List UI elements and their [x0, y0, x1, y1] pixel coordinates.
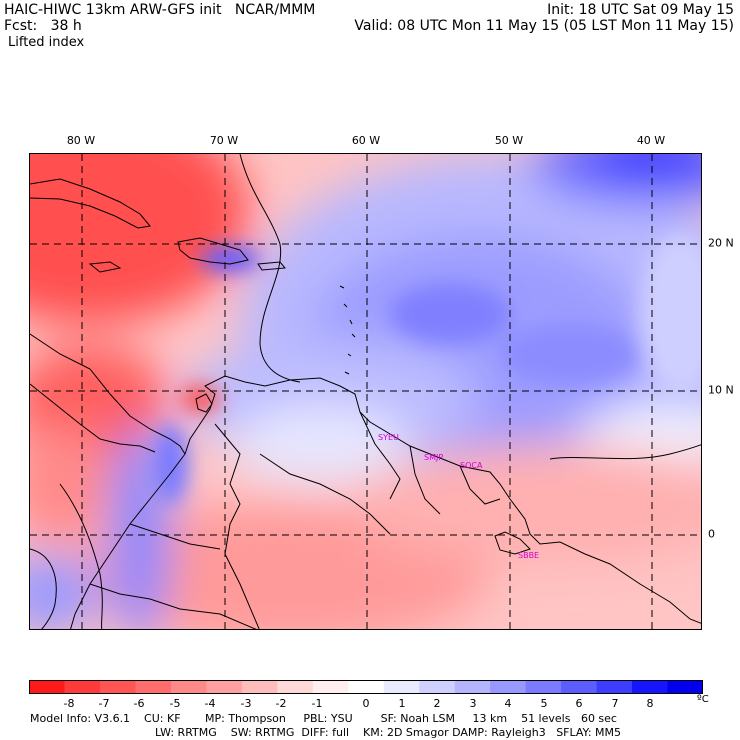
- legend-border: [29, 680, 703, 694]
- legend-swatch: [29, 680, 65, 694]
- legend-label: -5: [169, 697, 181, 710]
- legend-label: 4: [504, 697, 512, 710]
- station-syeu: SYEU: [378, 433, 399, 442]
- legend-swatch: [632, 680, 669, 694]
- field-detail: [152, 234, 701, 504]
- legend-swatch: [490, 680, 527, 694]
- legend-swatch: [241, 680, 278, 694]
- legend-label: 2: [433, 697, 441, 710]
- station-sbbe: SBBE: [518, 551, 539, 560]
- legend-swatch: [383, 680, 420, 694]
- legend-label: 3: [469, 697, 477, 710]
- lat-label-10n: 10 N: [708, 383, 734, 397]
- legend-label: -2: [275, 697, 287, 710]
- legend-label: 0: [362, 697, 370, 710]
- legend-swatch: [206, 680, 243, 694]
- legend-swatch: [525, 680, 562, 694]
- legend-label: 1: [398, 697, 406, 710]
- station-smjp: SMJP: [424, 453, 443, 462]
- lon-label-60w: 60 W: [351, 134, 381, 147]
- model-info-line2: LW: RRTMG SW: RRTMG DIFF: full KM: 2D Sm…: [155, 726, 621, 739]
- contour-zero: [30, 154, 701, 629]
- legend-label: 8: [646, 697, 654, 710]
- legend-label: 5: [540, 697, 548, 710]
- legend-swatch: [277, 680, 314, 694]
- legend-swatch: [312, 680, 349, 694]
- legend-label: 6: [575, 697, 583, 710]
- legend-swatch: [454, 680, 491, 694]
- legend-swatch: [561, 680, 598, 694]
- legend-label: 7: [611, 697, 619, 710]
- lifted-index-map: SYEU SMJP SOCA SBBE: [30, 154, 701, 629]
- legend-label: -3: [240, 697, 252, 710]
- legend-swatch: [667, 680, 703, 694]
- lon-label-50w: 50 W: [494, 134, 524, 147]
- init-time: Init: 18 UTC Sat 09 May 15: [547, 2, 734, 18]
- color-legend-bar: [29, 680, 703, 694]
- map-panel: SYEU SMJP SOCA SBBE: [29, 153, 702, 630]
- lat-label-0: 0: [708, 527, 715, 541]
- legend-label: -6: [133, 697, 145, 710]
- legend-swatch: [99, 680, 136, 694]
- legend-swatch: [135, 680, 172, 694]
- lon-label-40w: 40 W: [636, 134, 666, 147]
- legend-label: -8: [63, 697, 75, 710]
- coastlines: [30, 178, 701, 629]
- forecast-hour: Fcst: 38 h: [4, 18, 82, 34]
- legend-unit: ºC: [697, 694, 709, 705]
- station-labels: SYEU SMJP SOCA SBBE: [378, 433, 539, 560]
- legend-swatch: [64, 680, 101, 694]
- legend-label: -1: [311, 697, 323, 710]
- legend-label: -7: [98, 697, 110, 710]
- legend-swatch: [348, 680, 385, 694]
- legend-swatch: [419, 680, 456, 694]
- plot-title: HAIC-HIWC 13km ARW-GFS init NCAR/MMM: [4, 2, 316, 18]
- lon-label-80w: 80 W: [66, 134, 96, 147]
- model-info-line1: Model Info: V3.6.1 CU: KF MP: Thompson P…: [30, 712, 617, 725]
- lat-label-20n: 20 N: [708, 236, 734, 250]
- lon-label-70w: 70 W: [209, 134, 239, 147]
- field-shading: [30, 154, 701, 629]
- legend-label: -4: [204, 697, 216, 710]
- station-soca: SOCA: [460, 461, 483, 470]
- legend-swatch: [170, 680, 207, 694]
- field-name: Lifted index: [8, 35, 85, 50]
- valid-time: Valid: 08 UTC Mon 11 May 15 (05 LST Mon …: [354, 18, 734, 34]
- legend-swatch: [596, 680, 633, 694]
